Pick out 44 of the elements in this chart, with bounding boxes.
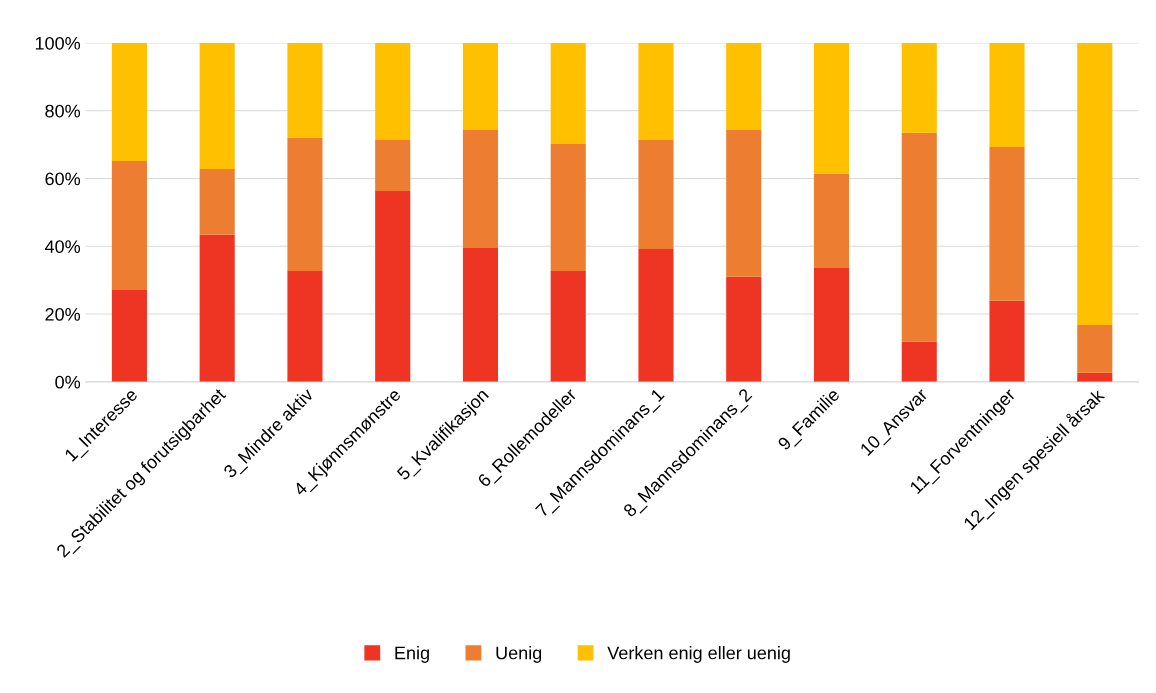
bar xyxy=(462,42,499,131)
bar xyxy=(199,169,235,235)
bar xyxy=(901,132,937,342)
bar xyxy=(901,42,937,133)
bar xyxy=(989,300,1025,382)
bar xyxy=(550,143,586,272)
bar xyxy=(287,137,323,272)
bar xyxy=(462,130,499,248)
bar xyxy=(638,249,674,382)
y-tick-label: 0% xyxy=(55,375,81,389)
y-tick-label: 40% xyxy=(44,240,81,254)
bar xyxy=(638,139,674,249)
bar xyxy=(989,42,1025,147)
bar xyxy=(111,290,147,382)
y-tick-label: 100% xyxy=(35,36,81,50)
bar xyxy=(462,247,499,382)
bar xyxy=(1077,42,1113,325)
bar xyxy=(375,191,411,382)
bar xyxy=(726,42,762,131)
bar xyxy=(813,267,850,382)
bar xyxy=(287,42,323,138)
bar xyxy=(199,234,235,382)
bar xyxy=(638,42,674,140)
bar xyxy=(111,160,147,291)
y-tick-label: 60% xyxy=(45,172,81,186)
bar xyxy=(550,42,586,144)
bar xyxy=(726,130,762,277)
bar xyxy=(199,42,235,170)
bar xyxy=(901,341,937,382)
legend-label: Uenig xyxy=(496,646,542,663)
y-tick-label: 20% xyxy=(45,308,81,321)
bar xyxy=(989,147,1025,301)
bar xyxy=(813,42,850,174)
bar xyxy=(726,276,762,382)
bar xyxy=(287,271,323,382)
bar xyxy=(1077,324,1113,373)
bar xyxy=(375,42,411,140)
legend-label: Verken enig eller uenig xyxy=(607,646,790,663)
bar xyxy=(111,42,147,161)
bar xyxy=(375,139,411,192)
legend-label: Enig xyxy=(395,646,429,663)
y-tick-label: 80% xyxy=(45,104,81,118)
bar xyxy=(813,173,850,268)
bar xyxy=(550,271,586,382)
